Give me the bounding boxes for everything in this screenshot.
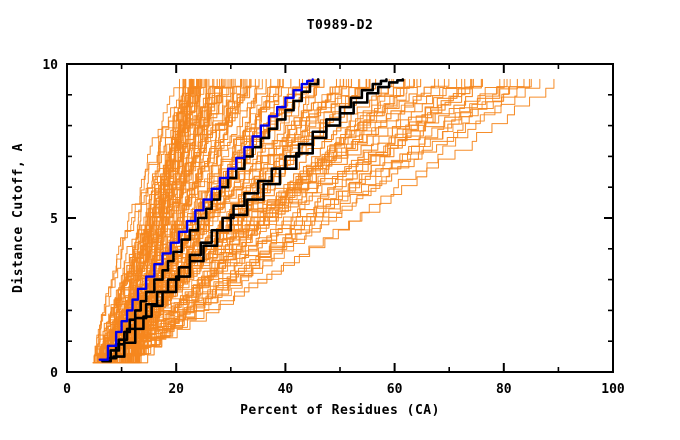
ensemble-curve bbox=[94, 78, 184, 364]
ensemble-curve bbox=[102, 78, 242, 364]
ensemble-curve bbox=[93, 78, 555, 364]
x-tick-label: 60 bbox=[387, 382, 403, 397]
y-tick-label: 10 bbox=[42, 58, 58, 73]
ensemble-curve bbox=[123, 78, 482, 364]
ensemble-curve bbox=[104, 78, 541, 364]
ensemble-curve bbox=[98, 78, 341, 364]
x-tick-label: 0 bbox=[63, 382, 71, 397]
ensemble-curve bbox=[97, 78, 251, 364]
y-tick-label: 5 bbox=[50, 212, 58, 227]
chart-title: T0989-D2 bbox=[307, 18, 374, 33]
highlight-curves bbox=[98, 78, 405, 363]
y-axis-label: Distance Cutoff, A bbox=[11, 143, 26, 293]
ensemble-curve bbox=[94, 78, 501, 364]
x-tick-label: 100 bbox=[601, 382, 625, 397]
highlight-curve-highlight-black-1 bbox=[106, 78, 320, 360]
ensemble-curve bbox=[120, 78, 439, 364]
ensemble-curve bbox=[100, 78, 463, 364]
ensemble-curves bbox=[92, 78, 555, 364]
ensemble-curve bbox=[100, 78, 525, 364]
ensemble-curve bbox=[95, 78, 260, 364]
x-tick-label: 40 bbox=[278, 382, 294, 397]
ensemble-curve bbox=[95, 78, 415, 364]
x-tick-label: 20 bbox=[168, 382, 184, 397]
axis-ticks bbox=[66, 63, 614, 373]
ensemble-curve bbox=[94, 78, 191, 364]
x-axis-label: Percent of Residues (CA) bbox=[240, 403, 440, 418]
axis-tick-labels: 0 20 40 60 80 100 0 5 10 bbox=[42, 58, 625, 397]
highlight-curve-highlight-blue bbox=[98, 78, 314, 361]
highlight-curve-highlight-black-3 bbox=[112, 78, 405, 358]
ensemble-curve bbox=[98, 78, 532, 364]
ensemble-curve bbox=[110, 78, 284, 364]
x-tick-label: 80 bbox=[496, 382, 512, 397]
ensemble-curve bbox=[102, 78, 530, 364]
y-tick-label: 0 bbox=[50, 366, 58, 381]
